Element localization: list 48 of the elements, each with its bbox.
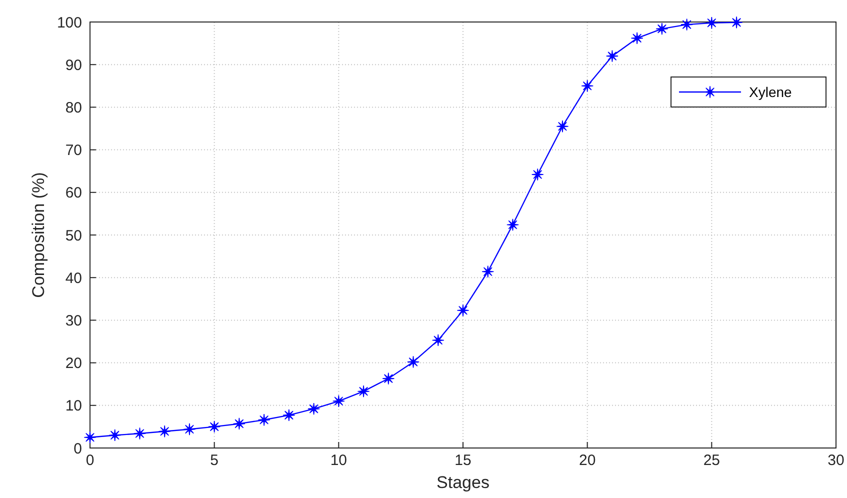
x-tick-label: 25 (703, 452, 720, 469)
point (382, 372, 395, 385)
y-tick-label: 0 (74, 440, 82, 458)
y-tick-label: 90 (65, 56, 82, 74)
x-tick-label: 5 (210, 452, 219, 469)
point (680, 18, 693, 31)
point (581, 80, 594, 92)
x-tick-label: 0 (86, 452, 94, 469)
point (282, 409, 296, 422)
point (258, 414, 270, 426)
x-tick-label: 15 (454, 452, 472, 469)
y-tick-label: 60 (65, 184, 82, 202)
y-axis-title: Composition (%) (29, 172, 48, 298)
point (630, 32, 644, 44)
point (84, 431, 96, 444)
point (407, 356, 420, 368)
point (357, 385, 370, 398)
point (158, 425, 171, 438)
x-axis-title: Stages (436, 473, 490, 492)
point (482, 265, 494, 278)
point (456, 304, 470, 317)
point (556, 120, 569, 133)
y-tick-label: 10 (65, 398, 82, 415)
y-tick-label: 20 (65, 355, 82, 372)
x-tick-label: 30 (828, 452, 844, 469)
point (308, 402, 320, 416)
legend-label: Xylene (749, 84, 792, 100)
point (134, 427, 146, 440)
y-tick-label: 40 (65, 270, 82, 287)
x-tick-label: 10 (330, 452, 348, 469)
y-tick-label: 50 (65, 227, 82, 244)
point (606, 50, 618, 62)
point (332, 394, 345, 408)
point (730, 16, 743, 29)
y-tick-label: 30 (65, 312, 82, 330)
point (108, 429, 122, 442)
y-tick-label: 100 (56, 14, 82, 32)
x-tick-label: 20 (578, 452, 596, 469)
point (208, 420, 221, 433)
y-tick-label: 70 (65, 142, 82, 160)
point (233, 418, 246, 430)
point (531, 168, 544, 181)
point (656, 22, 668, 36)
point (506, 218, 519, 231)
point (705, 16, 718, 30)
y-tick-label: 80 (65, 99, 82, 116)
point (432, 334, 444, 346)
point (183, 423, 196, 436)
